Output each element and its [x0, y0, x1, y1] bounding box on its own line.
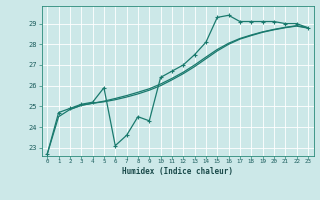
X-axis label: Humidex (Indice chaleur): Humidex (Indice chaleur)	[122, 167, 233, 176]
